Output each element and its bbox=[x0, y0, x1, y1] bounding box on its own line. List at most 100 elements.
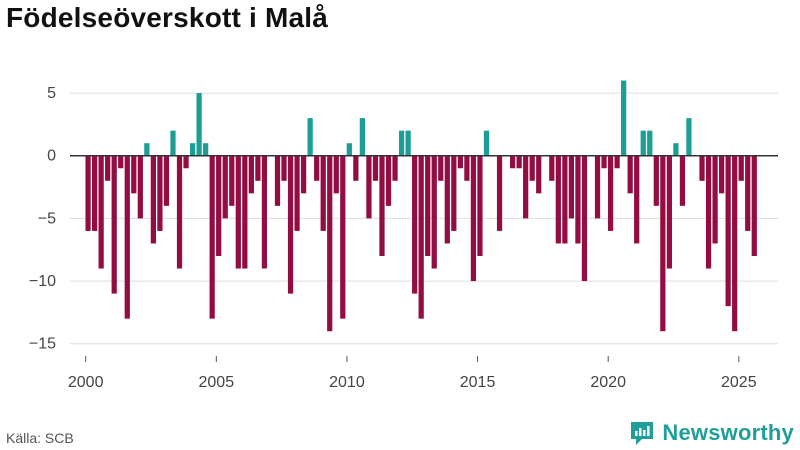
bar bbox=[705, 155, 712, 269]
bar bbox=[725, 155, 731, 307]
bar bbox=[359, 118, 365, 156]
bar bbox=[372, 155, 379, 181]
bar bbox=[627, 155, 633, 194]
bar bbox=[340, 155, 346, 319]
bar bbox=[222, 155, 228, 219]
bar bbox=[216, 155, 222, 256]
bar bbox=[732, 155, 738, 332]
bar bbox=[451, 155, 457, 231]
bar bbox=[314, 155, 320, 181]
bar bbox=[379, 155, 385, 256]
bar bbox=[176, 155, 183, 269]
bar bbox=[640, 130, 646, 156]
x-tick-label: 2000 bbox=[68, 374, 104, 391]
bar bbox=[555, 155, 561, 244]
bar bbox=[679, 155, 686, 206]
bar bbox=[333, 155, 339, 194]
bar bbox=[157, 155, 163, 231]
bar bbox=[124, 155, 130, 319]
x-tick-label: 2025 bbox=[721, 374, 757, 391]
bar bbox=[607, 155, 614, 231]
bar bbox=[431, 155, 437, 269]
chart-title: Födelseöverskott i Malå bbox=[6, 2, 329, 33]
bar bbox=[412, 155, 418, 294]
bar bbox=[300, 155, 307, 194]
bar bbox=[229, 155, 235, 206]
bar bbox=[483, 130, 490, 156]
bar bbox=[189, 143, 196, 156]
bar bbox=[653, 155, 659, 206]
bar bbox=[85, 155, 91, 231]
bar bbox=[647, 130, 653, 156]
bar bbox=[523, 155, 529, 219]
bar bbox=[634, 155, 640, 244]
y-tick-label: 5 bbox=[47, 85, 56, 102]
axes: 5 0 −5 −10 −15 2000 2005 2010 2015 2020 2025 bbox=[29, 85, 778, 391]
bar bbox=[614, 155, 620, 169]
x-tick-label: 2020 bbox=[590, 374, 626, 391]
y-tick-label: −5 bbox=[38, 210, 56, 227]
bar bbox=[320, 155, 326, 231]
bar bbox=[510, 155, 516, 169]
bar bbox=[105, 155, 111, 181]
bar bbox=[111, 155, 117, 294]
bar bbox=[438, 155, 444, 181]
bar bbox=[118, 155, 124, 169]
x-tick-label: 2005 bbox=[199, 374, 235, 391]
gridlines bbox=[70, 92, 778, 345]
bar bbox=[307, 118, 313, 156]
bar bbox=[719, 155, 725, 194]
bar bbox=[248, 155, 254, 194]
bar bbox=[581, 155, 588, 282]
bar bbox=[621, 80, 627, 156]
bar bbox=[385, 155, 392, 206]
bar bbox=[738, 155, 744, 181]
bar bbox=[568, 155, 575, 219]
bar bbox=[699, 155, 705, 181]
bar bbox=[660, 155, 666, 332]
bar bbox=[261, 155, 268, 269]
bar bbox=[392, 155, 398, 181]
bar bbox=[327, 155, 333, 332]
bar bbox=[398, 130, 405, 156]
bar bbox=[601, 155, 607, 169]
bar bbox=[425, 155, 431, 256]
y-tick-label: −15 bbox=[29, 336, 56, 353]
bar bbox=[536, 155, 542, 194]
bar bbox=[673, 143, 679, 156]
bar bbox=[686, 118, 692, 156]
bar bbox=[294, 155, 300, 231]
bar bbox=[281, 155, 287, 181]
y-tick-label: −10 bbox=[29, 273, 56, 290]
bar bbox=[235, 155, 241, 269]
y-tick-label: 0 bbox=[47, 148, 56, 165]
bar bbox=[209, 155, 215, 319]
bar bbox=[150, 155, 156, 244]
bar bbox=[575, 155, 581, 244]
bar bbox=[242, 155, 248, 269]
bar bbox=[444, 155, 450, 244]
bar bbox=[353, 155, 359, 181]
bar bbox=[418, 155, 424, 319]
bar bbox=[196, 93, 202, 156]
bar bbox=[745, 155, 751, 231]
bar bbox=[477, 155, 483, 256]
bar bbox=[287, 155, 294, 294]
brand[interactable]: Newsworthy bbox=[628, 419, 794, 447]
bar bbox=[144, 143, 150, 156]
bar bbox=[203, 143, 209, 156]
bar bbox=[274, 155, 281, 206]
brand-name: Newsworthy bbox=[662, 420, 794, 445]
bar bbox=[255, 155, 261, 181]
bar bbox=[470, 155, 477, 282]
bar bbox=[405, 130, 411, 156]
bar bbox=[712, 155, 718, 244]
bar bbox=[91, 155, 98, 231]
bar bbox=[98, 155, 104, 269]
bar bbox=[131, 155, 137, 194]
bar bbox=[163, 155, 170, 206]
source-note: Källa: SCB bbox=[6, 430, 74, 446]
bar bbox=[464, 155, 470, 181]
bar bbox=[516, 155, 522, 169]
